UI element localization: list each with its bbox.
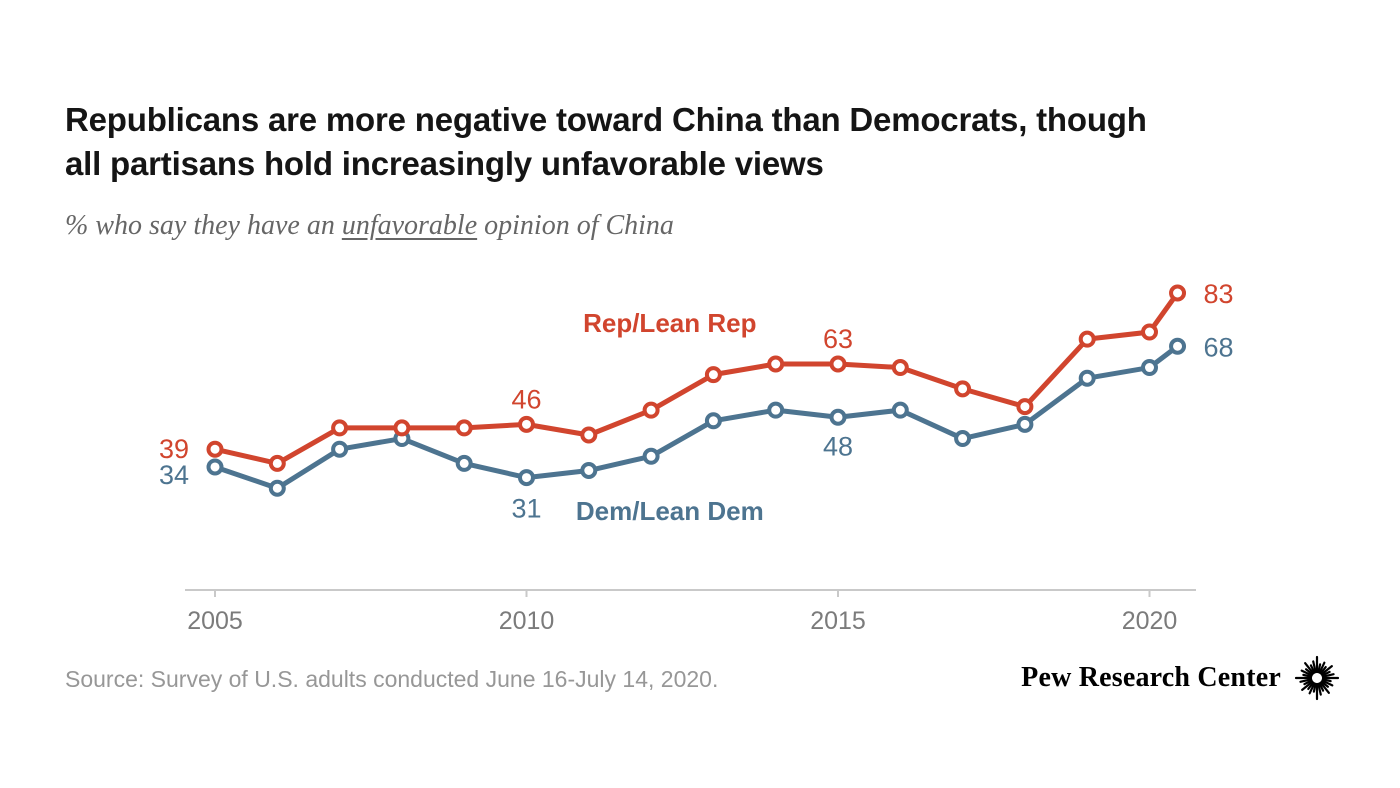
chart-subtitle: % who say they have an unfavorable opini… (65, 210, 674, 242)
dem-lean-dem-point (580, 462, 598, 479)
starburst-ray (1299, 678, 1313, 683)
rep-lean-rep-point (518, 415, 535, 433)
rep-lean-rep-point (1169, 284, 1187, 302)
starburst-ray (1320, 665, 1333, 676)
source-note: Source: Survey of U.S. adults conducted … (65, 666, 719, 692)
value-label: 63 (823, 324, 853, 354)
starburst-ray (1320, 680, 1330, 688)
x-axis-label: 2020 (1122, 607, 1178, 635)
rep-lean-rep-point (891, 359, 909, 377)
chart-subtitle-underlined-word: unfavorable (341, 210, 478, 241)
starburst-ray (1318, 661, 1326, 674)
starburst-ray (1308, 682, 1316, 695)
rep-lean-rep-point (829, 355, 847, 373)
rep-lean-rep-point (393, 419, 411, 437)
dem-lean-dem-point (642, 447, 660, 465)
rep-lean-rep-point (268, 454, 286, 472)
chart-title-line2: all partisans hold increasingly unfavora… (65, 145, 824, 182)
value-label: 83 (1204, 279, 1234, 309)
rep-lean-rep-point (580, 426, 598, 444)
starburst-ray (1312, 682, 1317, 693)
dem-lean-dem-point (455, 454, 473, 472)
x-axis-label: 2005 (187, 607, 243, 635)
dem-lean-dem-point (891, 401, 909, 419)
rep-lean-rep-point (206, 440, 224, 458)
value-label: 31 (511, 494, 541, 524)
starburst-ray (1307, 681, 1315, 691)
x-axis-label: 2015 (810, 607, 866, 635)
starburst-ray (1319, 665, 1327, 675)
starburst-ray (1317, 682, 1322, 696)
starburst-ray (1321, 678, 1332, 683)
dem-lean-dem-point (829, 408, 847, 426)
dem-lean-dem-point (704, 412, 722, 430)
dem-lean-dem-point (206, 458, 224, 476)
rep-lean-rep-point (704, 366, 722, 384)
pew-starburst-icon (1294, 655, 1340, 701)
dem-lean-dem-point (1016, 415, 1034, 433)
starburst-ray (1318, 682, 1325, 692)
value-label: 39 (159, 434, 189, 464)
starburst-ray (1312, 660, 1317, 674)
starburst-ray (1300, 669, 1313, 677)
starburst-ray (1301, 680, 1314, 691)
x-axis-label: 2010 (499, 607, 555, 635)
starburst-ray (1321, 679, 1334, 687)
pew-logo-text: Pew Research Center (1021, 662, 1281, 693)
starburst-ray (1304, 668, 1314, 676)
starburst-ray (1304, 662, 1315, 675)
chart-subtitle-suffix: opinion of China (477, 210, 674, 241)
rep-lean-rep-point (331, 419, 349, 437)
dem-lean-dem-point (1078, 369, 1096, 387)
starburst-ray (1317, 663, 1322, 674)
starburst-ray (1309, 664, 1316, 674)
chart-title-line1: Republicans are more negative toward Chi… (65, 101, 1147, 138)
dem-lean-dem-point (767, 401, 785, 419)
starburst-ray (1319, 681, 1330, 694)
value-label: 68 (1204, 332, 1234, 362)
dem-lean-dem-point (1141, 359, 1158, 377)
starburst-ray (1321, 670, 1331, 677)
rep-lean-rep-point (1078, 330, 1096, 348)
chart-title: Republicans are more negative toward Chi… (65, 98, 1355, 186)
starburst-ray (1303, 679, 1313, 686)
dem-lean-dem-point (268, 479, 286, 497)
chart-subtitle-prefix: % who say they have an (65, 210, 342, 241)
dem-lean-dem-point (518, 469, 535, 487)
rep-lean-rep-series-label: Rep/Lean Rep (583, 308, 756, 338)
rep-lean-rep-point (455, 419, 473, 437)
dem-lean-dem-series-label: Dem/Lean Dem (576, 496, 764, 526)
value-label: 48 (823, 431, 853, 461)
starburst-ray (1302, 673, 1313, 678)
rep-lean-rep-point (642, 401, 660, 419)
value-label: 34 (159, 460, 189, 490)
dem-lean-dem-point (1169, 337, 1187, 355)
dem-lean-dem-point (331, 440, 349, 458)
pew-logo: Pew Research Center (1021, 655, 1340, 701)
rep-lean-rep-point (954, 380, 972, 398)
value-label: 46 (511, 384, 541, 414)
dem-lean-dem-line (212, 343, 1181, 491)
rep-lean-rep-point (1016, 398, 1034, 416)
starburst-ray (1321, 673, 1335, 678)
rep-lean-rep-point (1141, 323, 1158, 341)
rep-lean-rep-point (767, 355, 785, 373)
dem-lean-dem-point (954, 430, 972, 448)
